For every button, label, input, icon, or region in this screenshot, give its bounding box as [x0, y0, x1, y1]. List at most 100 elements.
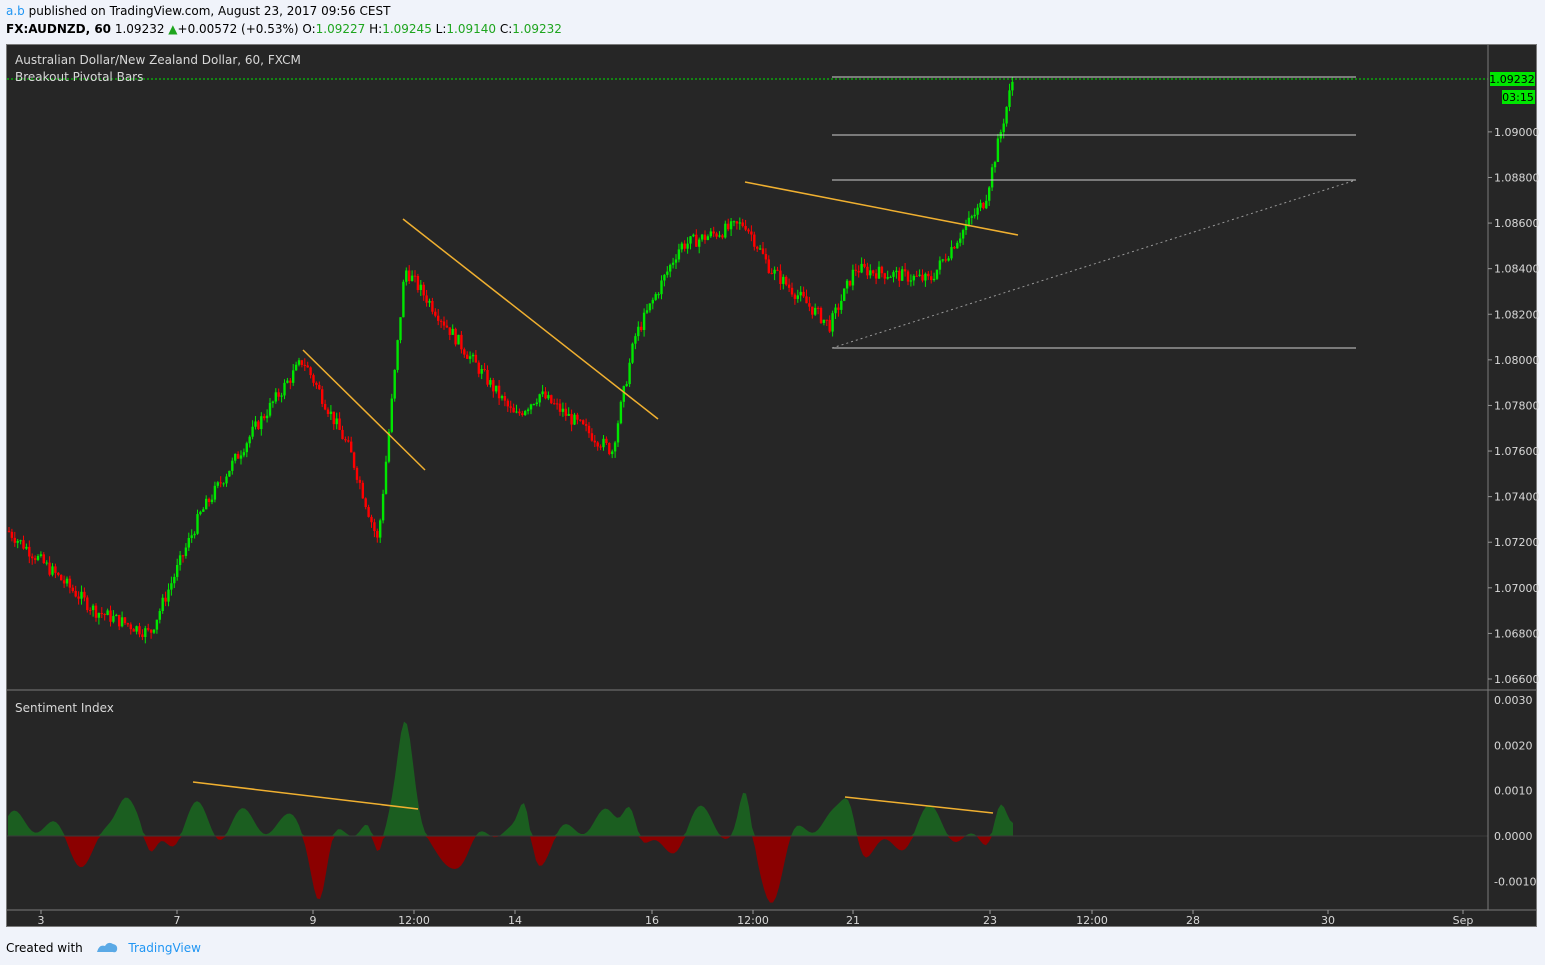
candle-body: [770, 272, 773, 274]
trendline-2[interactable]: [402, 218, 659, 420]
candle-body: [329, 411, 333, 414]
dotted-projection-line[interactable]: [831, 179, 1357, 349]
candle-body: [335, 418, 338, 425]
candle-body: [155, 619, 159, 630]
sentiment-trendline-1[interactable]: [192, 781, 419, 810]
candle-body: [993, 161, 997, 168]
candle-body: [526, 409, 530, 412]
candle-body: [387, 431, 391, 462]
lower-pane-title[interactable]: Sentiment Index: [15, 701, 114, 715]
candle-body: [651, 299, 654, 304]
price-tick-label: 1.07800: [1494, 399, 1540, 412]
candle-body: [144, 628, 147, 637]
candle-body: [532, 404, 536, 406]
candle-body: [590, 433, 594, 441]
candle-body: [729, 221, 733, 230]
candle-body: [236, 453, 240, 459]
candle-body: [573, 414, 576, 425]
sentiment-axis[interactable]: 0.0030 0.0020 0.0010 0.0000 -0.0010: [1494, 694, 1536, 888]
candle-body: [448, 327, 451, 335]
candle-body: [953, 247, 956, 249]
candle-body: [118, 614, 121, 627]
candle-body: [909, 280, 913, 282]
candle-body: [68, 578, 72, 588]
trendline-1[interactable]: [302, 349, 426, 471]
candle-body: [579, 419, 582, 421]
candle-body: [161, 597, 164, 612]
candle-body: [123, 617, 127, 624]
candle-body: [970, 216, 973, 218]
candle-body: [268, 402, 272, 416]
candle-body: [680, 243, 683, 250]
candle-body: [405, 270, 408, 282]
candle-body: [326, 409, 330, 414]
candle-body: [976, 207, 979, 215]
chart-frame[interactable]: [6, 44, 1537, 927]
candle-body: [834, 307, 837, 314]
tradingview-logo-icon[interactable]: [95, 940, 119, 957]
candle-body: [747, 229, 750, 232]
candle-body: [277, 392, 280, 397]
trendline-3[interactable]: [744, 181, 1019, 236]
candle-body: [91, 605, 95, 611]
sentiment-trendline-2[interactable]: [844, 796, 994, 814]
candle-body: [689, 236, 692, 244]
candle-body: [199, 511, 202, 515]
time-tick-label: 12:00: [398, 914, 430, 927]
price-axis[interactable]: 1.09000 1.08800 1.08600 1.08400 1.08200 1.080…: [1488, 126, 1540, 686]
indicator-label[interactable]: Breakout Pivotal Bars: [15, 70, 143, 84]
candle-body: [413, 275, 417, 277]
sentiment-tick-label: 0.0010: [1494, 785, 1533, 798]
time-tick-label: 21: [846, 914, 860, 927]
candle-body: [674, 259, 678, 263]
candle-body: [918, 274, 921, 276]
candle-body: [744, 225, 747, 230]
candle-body: [576, 414, 579, 420]
candle-body: [683, 243, 686, 249]
candle-body: [535, 402, 538, 405]
candle-body: [564, 408, 567, 416]
candle-body: [648, 303, 652, 311]
candle-body: [990, 167, 994, 188]
candle-body: [283, 382, 286, 396]
candle-body: [486, 370, 489, 385]
candle-body: [863, 263, 866, 267]
price-tick-label: 1.08600: [1494, 217, 1540, 230]
time-axis[interactable]: 3 7 9 12:00 14 16 12:00 21 23 12:00 28 30 Sep: [38, 910, 1474, 927]
sentiment-positive-area: [8, 721, 1013, 836]
candle-body: [622, 386, 625, 402]
time-tick-label: 28: [1186, 914, 1200, 927]
candle-body: [207, 498, 211, 503]
candle-body: [42, 554, 45, 564]
candle-body: [181, 555, 185, 557]
publisher-name[interactable]: a.b: [6, 4, 25, 18]
candle-body: [19, 540, 22, 542]
candle-body: [22, 540, 25, 549]
candle-body: [596, 442, 599, 447]
open-label: O:: [302, 22, 316, 36]
candle-body: [741, 222, 744, 226]
candle-body: [164, 597, 167, 602]
candle-body: [889, 276, 892, 278]
candle-body: [895, 270, 898, 273]
candle-body: [599, 446, 602, 448]
countdown-tag-bg: [1502, 90, 1535, 104]
candle-body: [703, 234, 707, 240]
candle-body: [550, 395, 553, 404]
candle-body: [776, 269, 779, 271]
candle-body: [964, 225, 968, 231]
candle-body: [318, 384, 321, 390]
tradingview-brand[interactable]: TradingView: [128, 941, 201, 955]
candle-body: [292, 370, 295, 383]
candle-body: [640, 326, 643, 330]
candle-body: [1011, 81, 1014, 91]
price-tick-label: 1.06600: [1494, 673, 1540, 686]
candle-body: [425, 295, 428, 303]
candle-body: [811, 306, 814, 315]
candle-body: [410, 275, 414, 282]
candle-body: [323, 403, 327, 410]
candle-body: [785, 276, 788, 285]
candle-body: [419, 284, 422, 291]
candle-body: [495, 385, 498, 392]
